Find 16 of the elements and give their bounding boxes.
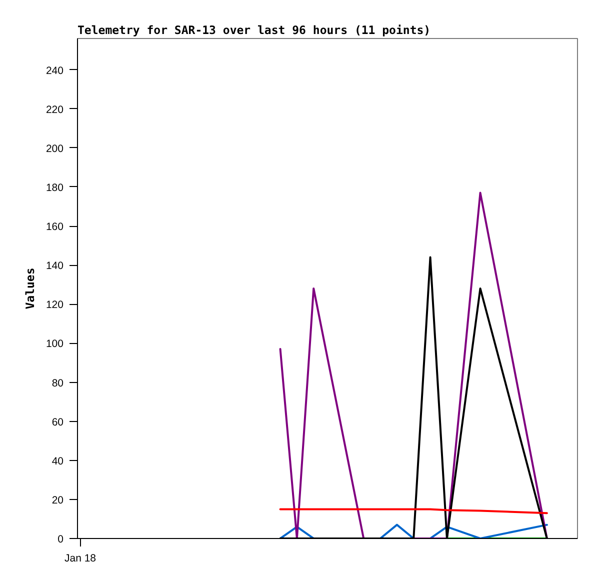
y-tick-label: 200 xyxy=(46,142,64,155)
y-tick-label: 80 xyxy=(52,377,64,390)
y-tick-label: 240 xyxy=(46,64,64,77)
y-tick-label: 40 xyxy=(52,455,64,468)
y-tick-label: 20 xyxy=(52,494,64,506)
chart-title: Telemetry for SAR-13 over last 96 hours (11 points) xyxy=(78,23,431,37)
y-tick-label: 180 xyxy=(46,182,64,194)
y-tick-label: 60 xyxy=(52,416,64,428)
y-axis-title: Values xyxy=(22,268,37,310)
y-tick-label: 0 xyxy=(58,534,64,546)
x-tick-label: Jan 18 xyxy=(64,552,96,564)
y-tick-label: 120 xyxy=(46,299,64,312)
y-tick-label: 220 xyxy=(46,104,64,116)
y-tick-label: 100 xyxy=(46,338,64,350)
y-tick-label: 160 xyxy=(46,221,64,233)
y-tick-label: 140 xyxy=(46,260,64,272)
